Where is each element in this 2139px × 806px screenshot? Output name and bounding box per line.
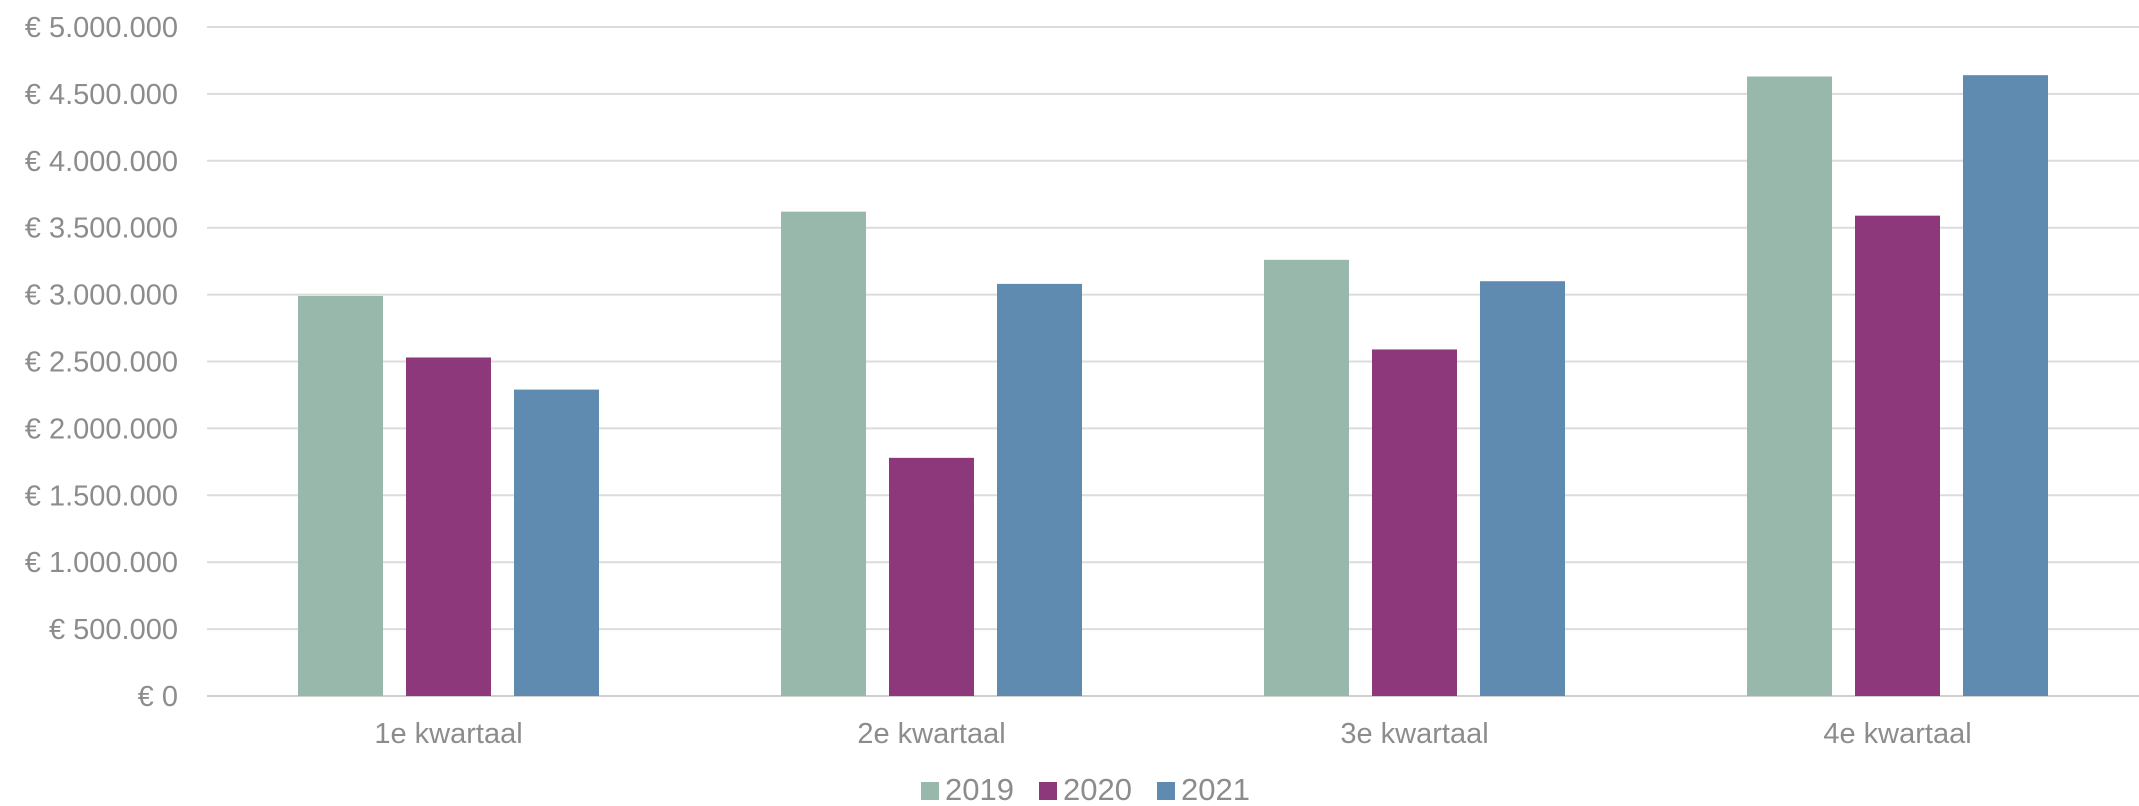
bar-2020-3 (1372, 349, 1457, 696)
bar-2021-4 (1963, 75, 2048, 697)
x-category-label: 2e kwartaal (857, 718, 1005, 750)
x-category-label: 1e kwartaal (374, 718, 522, 750)
y-tick-label: € 4.000.000 (25, 146, 178, 178)
y-tick-label: € 2.500.000 (25, 347, 178, 379)
y-axis-tick-labels: € 0 € 500.000 € 1.000.000 € 1.500.000 € 2.00… (25, 12, 178, 713)
bar-2020-2 (889, 457, 974, 696)
y-tick-label: € 0 (138, 681, 178, 713)
y-tick-label: € 500.000 (49, 614, 178, 646)
legend-label-2020: 2020 (1063, 772, 1132, 806)
legend-swatch-2021 (1157, 782, 1175, 800)
bar-2021-3 (1480, 281, 1565, 696)
legend-swatch-2020 (1039, 782, 1057, 800)
y-tick-label: € 1.500.000 (25, 480, 178, 512)
bar-2019-4 (1747, 76, 1832, 697)
legend-label-2019: 2019 (945, 772, 1014, 806)
legend-swatch-2019 (921, 782, 939, 800)
gridlines (207, 26, 2139, 697)
bars (298, 75, 2048, 697)
y-tick-label: € 3.000.000 (25, 280, 178, 312)
y-tick-label: € 4.500.000 (25, 79, 178, 111)
y-tick-label: € 1.000.000 (25, 547, 178, 579)
bar-2020-4 (1855, 215, 1940, 696)
bar-2021-2 (997, 283, 1082, 696)
bar-2021-1 (514, 389, 599, 696)
x-category-label: 3e kwartaal (1340, 718, 1488, 750)
y-tick-label: € 2.000.000 (25, 413, 178, 445)
x-axis-category-labels: 1e kwartaal 2e kwartaal 3e kwartaal 4e kwar… (374, 718, 1971, 750)
legend-label-2021: 2021 (1181, 772, 1250, 806)
bar-2019-1 (298, 295, 383, 696)
y-tick-label: € 3.500.000 (25, 213, 178, 245)
x-category-label: 4e kwartaal (1823, 718, 1971, 750)
bar-2019-3 (1264, 259, 1349, 696)
y-tick-label: € 5.000.000 (25, 12, 178, 44)
bar-2019-2 (781, 211, 866, 697)
legend: 2019 2020 2021 (921, 772, 1250, 806)
bar-2020-1 (406, 357, 491, 696)
